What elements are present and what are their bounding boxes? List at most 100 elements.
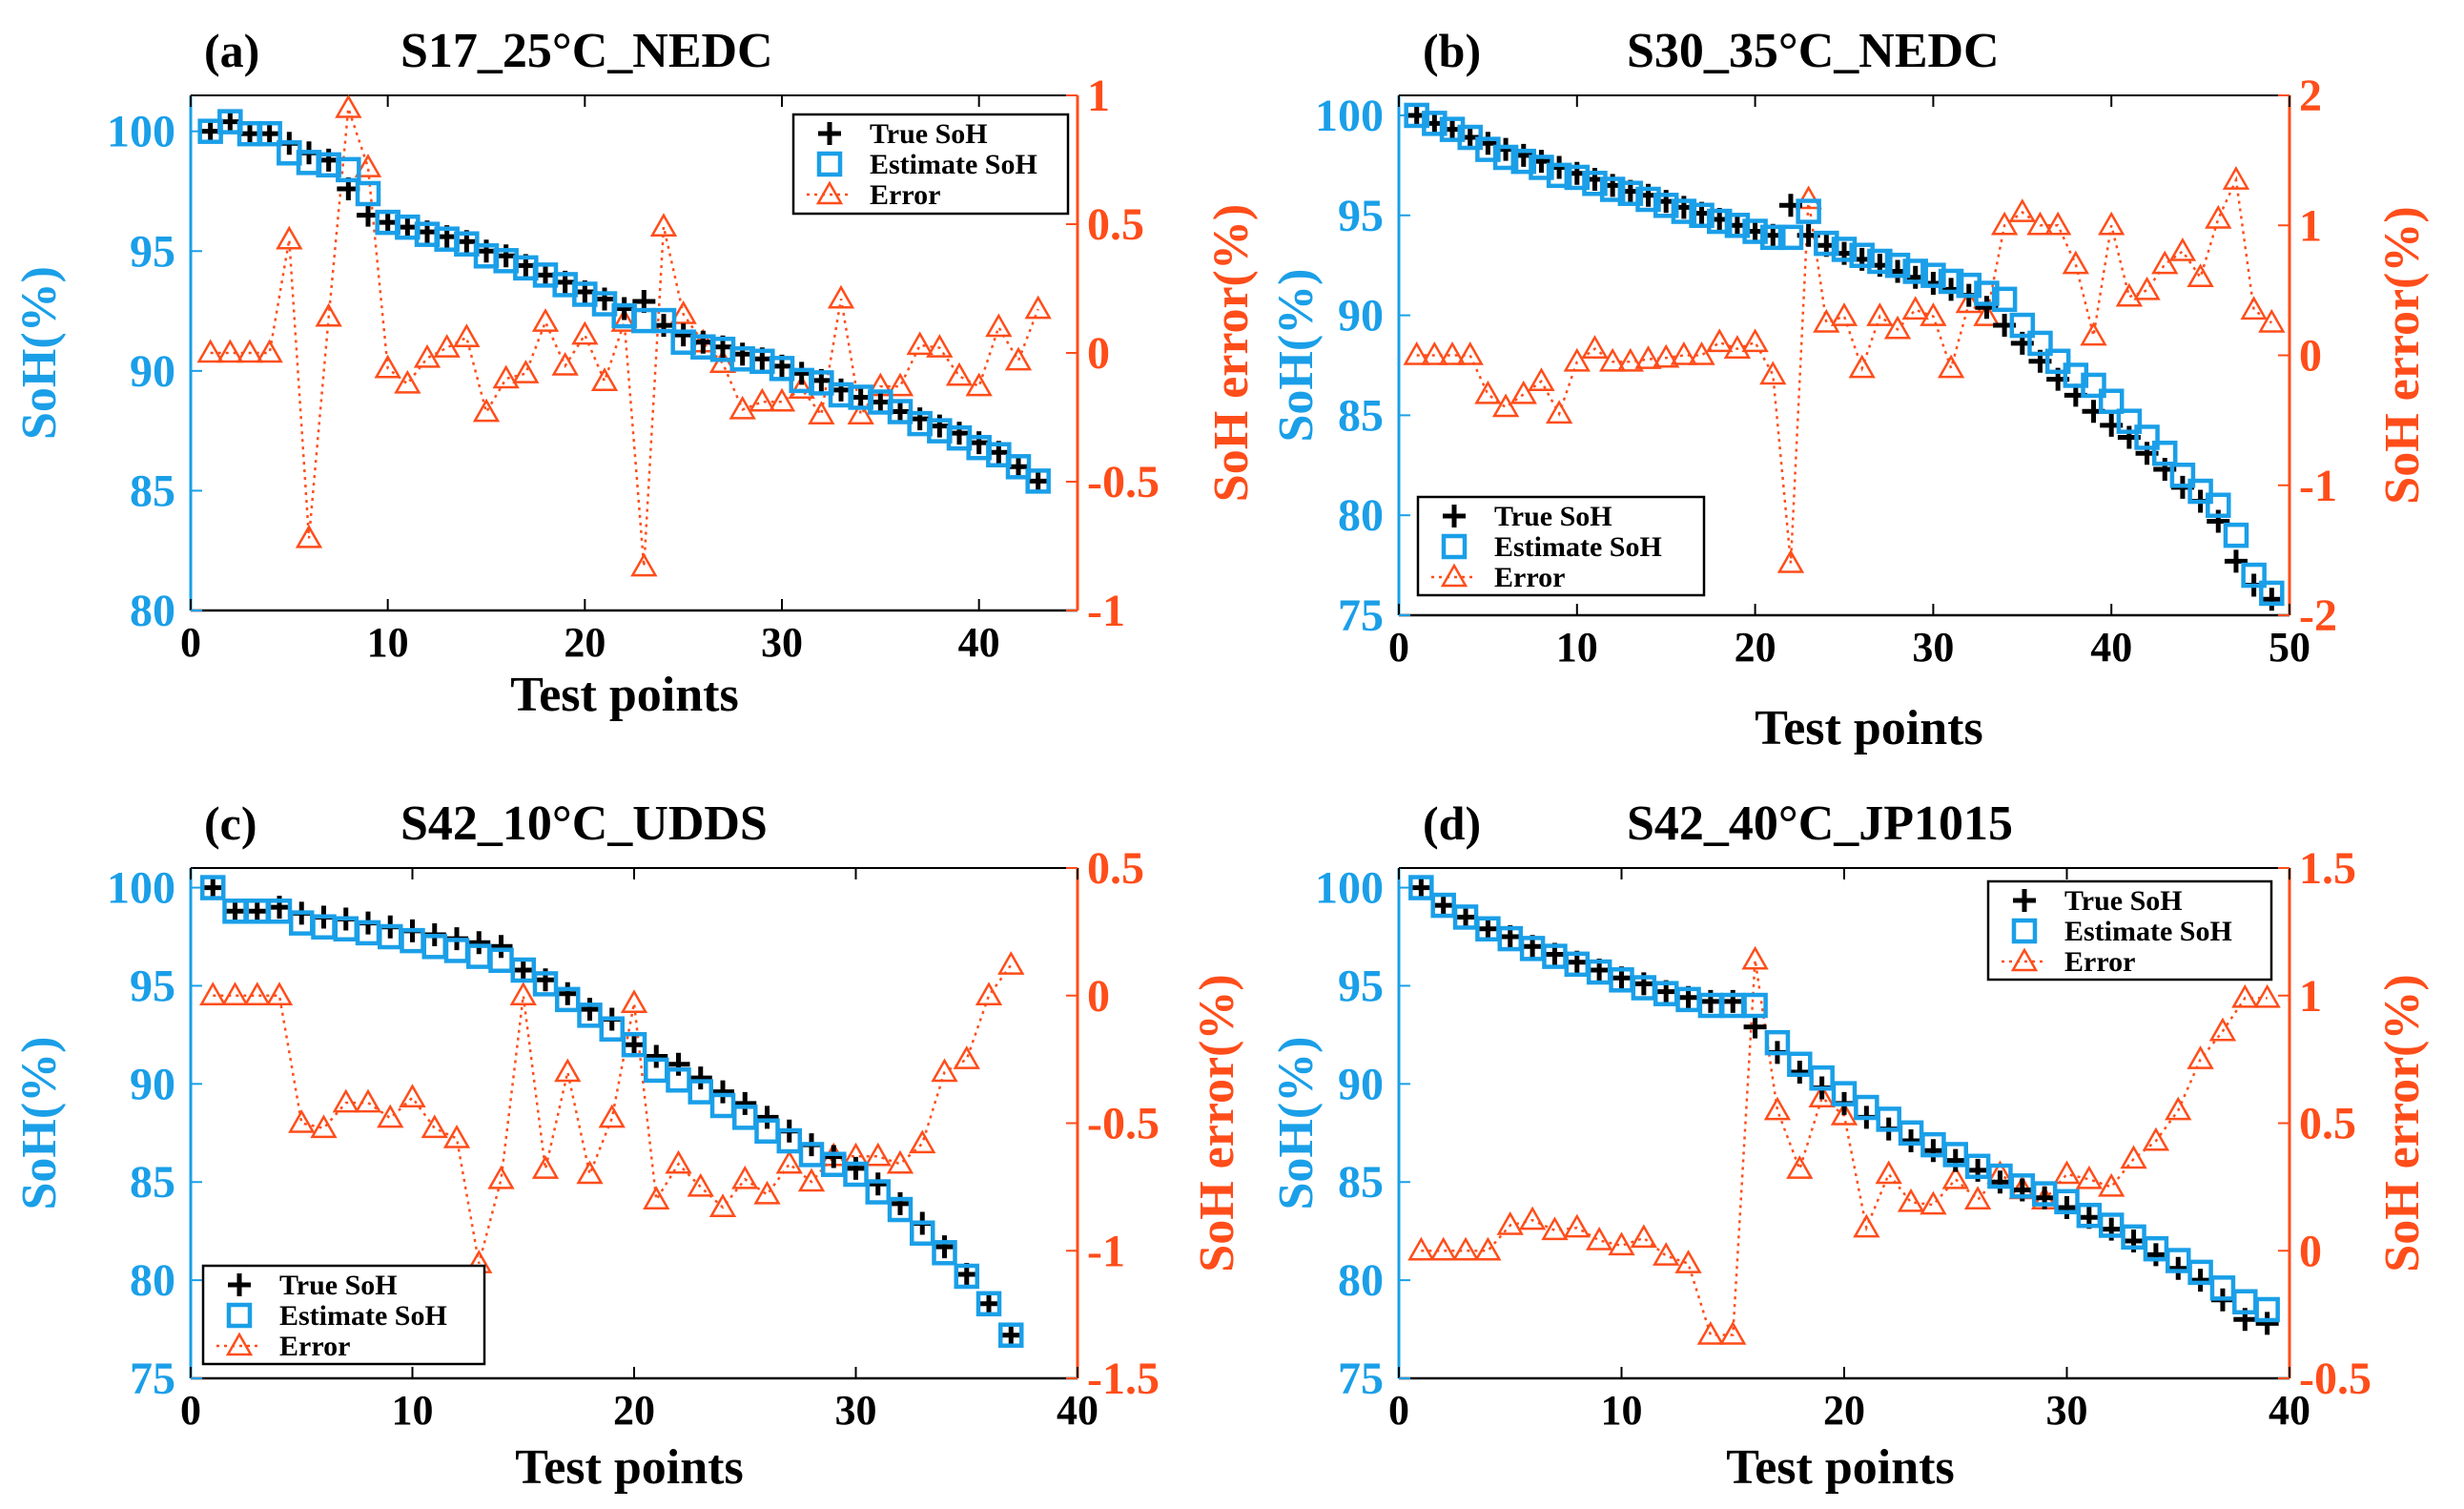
- error-point: [2151, 250, 2179, 275]
- x-tick-label: 40: [1057, 1387, 1099, 1434]
- x-tick-label: 30: [761, 619, 803, 666]
- error-point: [2142, 1127, 2170, 1151]
- error-point: [1599, 347, 1627, 372]
- estimate-soh-point: [1582, 170, 1608, 196]
- series-error: [196, 93, 1052, 577]
- estimate-soh-point: [1809, 1065, 1835, 1091]
- estimate-soh-point: [2134, 424, 2160, 450]
- estimate-soh-point: [954, 1263, 979, 1290]
- error-point: [1528, 367, 1555, 391]
- error-point: [1741, 945, 1769, 970]
- error-point: [598, 1104, 626, 1128]
- true-soh-point: [223, 899, 247, 923]
- y-tick-label-right: 0.5: [1087, 843, 1144, 894]
- true-soh-point: [1409, 876, 1433, 899]
- error-point: [2222, 166, 2250, 190]
- legend-marker: [2010, 947, 2039, 972]
- estimate-soh-point: [1876, 1106, 1901, 1132]
- chart-panel-1: 0 10 20 30 40 80 85 90 95 100 -1 -0.5 0 0.5 1 (a) S17_25…: [12, 24, 1259, 722]
- x-tick-label: 10: [1601, 1387, 1643, 1434]
- series-estimate-soh: [200, 875, 1024, 1348]
- estimate-soh-point: [2081, 372, 2106, 399]
- estimate-soh-point: [1025, 468, 1051, 494]
- legend-entry: True SoH: [2064, 885, 2183, 917]
- estimate-soh-point: [2209, 1275, 2236, 1301]
- error-point: [399, 1084, 426, 1107]
- x-tick-label: 30: [2046, 1387, 2088, 1434]
- true-soh-point: [623, 1033, 646, 1057]
- error-point: [2026, 211, 2054, 236]
- error-point: [1474, 1236, 1502, 1261]
- error-point: [1706, 328, 1734, 353]
- y-tick-label-right: 0: [1087, 328, 1110, 379]
- y-tick-label-left: 90: [1338, 291, 1384, 341]
- error-point: [221, 982, 249, 1005]
- error-point: [236, 339, 264, 363]
- error-point: [687, 1172, 714, 1197]
- estimate-soh-point: [1991, 286, 2018, 313]
- y-tick-label-right: -0.5: [1087, 1099, 1160, 1149]
- error-point: [1776, 548, 1805, 573]
- estimate-soh-point: [1760, 224, 1786, 251]
- estimate-soh-point: [1671, 198, 1697, 224]
- estimate-soh-point: [577, 1003, 603, 1028]
- x-tick-label: 0: [180, 1387, 201, 1434]
- y-axis-label-left: SoH(%): [12, 1037, 67, 1210]
- error-point: [1563, 347, 1591, 372]
- error-point: [906, 331, 934, 356]
- y-tick-label-left: 85: [1338, 390, 1384, 441]
- estimate-soh-point: [998, 1322, 1024, 1348]
- error-point: [965, 372, 993, 397]
- error-point: [1786, 1155, 1814, 1179]
- error-point: [315, 302, 342, 327]
- estimate-soh-point: [1974, 280, 2000, 306]
- legend-entry: True SoH: [279, 1270, 398, 1301]
- x-tick-label: 20: [1823, 1387, 1865, 1434]
- legend-marker: [225, 1332, 254, 1356]
- error-point: [708, 1193, 737, 1218]
- error-point: [2205, 204, 2232, 229]
- error-point: [1830, 1101, 1858, 1126]
- estimate-soh-point: [1831, 1081, 1858, 1106]
- error-point: [2053, 1160, 2081, 1185]
- estimate-soh-point: [1706, 208, 1733, 235]
- error-point: [1608, 1231, 1635, 1256]
- error-point: [1630, 1224, 1658, 1249]
- legend-entry: True SoH: [1494, 501, 1612, 532]
- error-point: [1963, 1186, 1992, 1209]
- true-soh-point: [999, 1323, 1023, 1347]
- y-tick-label-right: 2: [2299, 71, 2322, 121]
- error-point: [847, 401, 874, 425]
- error-point: [2075, 1165, 2104, 1189]
- y-tick-label-left: 95: [1338, 191, 1384, 241]
- error-point: [1451, 1236, 1480, 1261]
- y-tick-label-left: 95: [130, 226, 175, 277]
- panel-label: (b): [1423, 24, 1481, 77]
- true-soh-point: [1454, 905, 1478, 929]
- legend-marker: [228, 1273, 251, 1296]
- estimate-soh-point: [2259, 580, 2285, 607]
- legend-marker: [815, 180, 844, 205]
- error-point: [1670, 341, 1698, 365]
- error-point: [1759, 361, 1787, 385]
- true-soh-point: [844, 1156, 868, 1180]
- true-soh-point: [2055, 1195, 2079, 1219]
- estimate-soh-point: [1920, 262, 1946, 288]
- legend-entry: True SoH: [870, 118, 988, 150]
- legend-marker: [818, 122, 841, 145]
- legend-entry: Error: [870, 179, 940, 211]
- error-point: [630, 552, 658, 577]
- error-point: [487, 1165, 515, 1189]
- x-tick-label: 40: [2269, 1387, 2310, 1434]
- error-point: [1973, 302, 2001, 326]
- estimate-soh-point: [1938, 268, 1964, 295]
- error-point: [256, 339, 283, 363]
- true-soh-point: [733, 1091, 757, 1115]
- error-point: [288, 1108, 316, 1133]
- true-soh-point: [2255, 1312, 2279, 1335]
- error-point: [2008, 198, 2036, 222]
- true-soh-point: [1743, 1015, 1767, 1039]
- panel-label: (a): [204, 24, 259, 77]
- error-point: [554, 1058, 582, 1083]
- estimate-soh-point: [2187, 478, 2213, 505]
